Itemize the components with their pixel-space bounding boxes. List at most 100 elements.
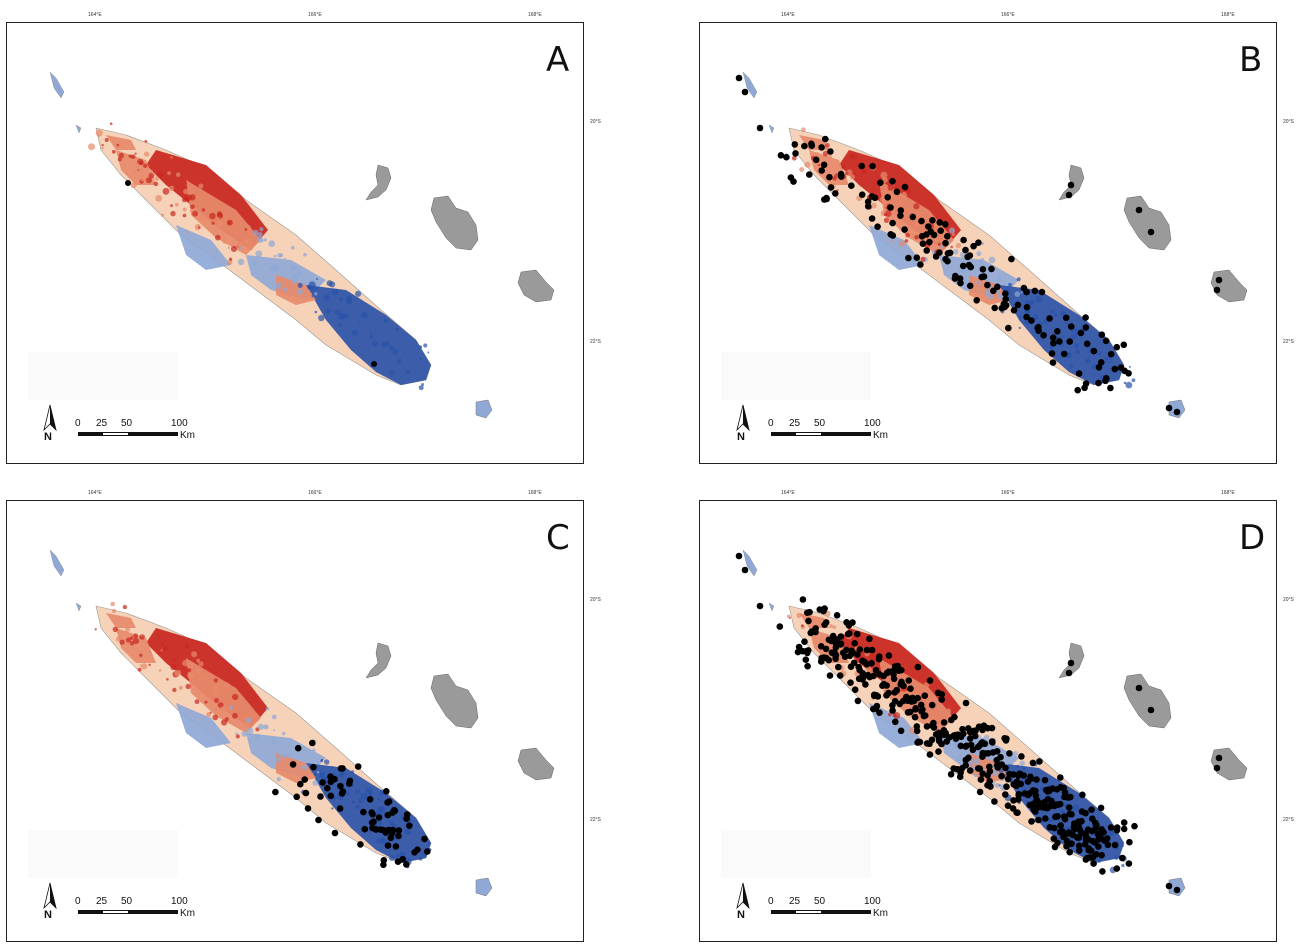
speckle [235, 231, 239, 234]
speckle [1033, 314, 1039, 321]
occurrence-point [1057, 822, 1064, 829]
speckle [355, 290, 362, 297]
speckle [118, 152, 125, 159]
north-label: N [44, 909, 52, 921]
occurrence-point [289, 761, 297, 768]
speckle [357, 798, 363, 804]
speckle [370, 331, 373, 335]
speckle [389, 370, 395, 376]
occurrence-point [935, 748, 942, 755]
occurrence-point [871, 194, 879, 202]
speckle [128, 154, 132, 158]
speckle [377, 820, 382, 826]
occurrence-point [389, 829, 396, 837]
occurrence-point [986, 763, 993, 771]
latitude-tick-label: 22°S [590, 817, 601, 823]
speckle [882, 203, 888, 208]
occurrence-point [900, 682, 907, 690]
speckle [153, 181, 159, 187]
speckle [339, 297, 343, 302]
occurrence-point [1062, 314, 1070, 322]
occurrence-point [1033, 776, 1040, 783]
occurrence-point [975, 239, 982, 246]
speckle [192, 210, 199, 217]
speckle [988, 256, 996, 264]
latitude-tick-label: 22°S [1283, 817, 1294, 823]
occurrence-point [934, 689, 942, 697]
occurrence-point [384, 799, 391, 806]
occurrence-point [966, 282, 974, 290]
occurrence-point [1031, 287, 1039, 295]
occurrence-point [1014, 796, 1022, 803]
speckle [187, 668, 192, 673]
speckle [378, 805, 386, 813]
occurrence-point [1067, 659, 1075, 667]
speckle [1097, 858, 1102, 863]
speckle [273, 254, 277, 258]
speckle [1019, 760, 1026, 767]
occurrence-point [1079, 791, 1086, 799]
speckle [1096, 351, 1102, 356]
map-panel-d: 164°E 166°E 168°E 20°S 22°S 0 25 50 100 Km N D [699, 478, 1294, 942]
occurrence-point [980, 273, 988, 280]
speckle [880, 171, 888, 179]
islet [49, 71, 65, 99]
speckle [1043, 319, 1048, 325]
occurrence-point [930, 231, 938, 239]
occurrence-point [1147, 228, 1155, 236]
speckle [1104, 356, 1109, 361]
occurrence-point [1065, 191, 1073, 199]
speckle [174, 669, 182, 677]
latitude-tick-label: 22°S [590, 339, 601, 345]
inset-box [721, 830, 871, 878]
speckle [182, 207, 187, 212]
speckle [346, 295, 353, 302]
occurrence-point [855, 663, 862, 671]
islet [49, 549, 65, 577]
speckle [1054, 313, 1058, 317]
occurrence-point [829, 632, 837, 640]
occurrence-point [1029, 759, 1037, 767]
speckle [206, 712, 211, 718]
map-canvas [43, 549, 555, 914]
islet [742, 549, 758, 577]
scale-bar-segment [796, 911, 821, 913]
speckle [883, 217, 890, 223]
scale-bar-unit: Km [873, 430, 888, 441]
scale-bar-label: 50 [814, 418, 826, 429]
occurrence-point [868, 215, 876, 222]
speckle [361, 312, 368, 319]
occurrence-point [827, 184, 835, 191]
occurrence-point [984, 772, 991, 779]
occurrence-point [403, 861, 410, 868]
scale-bar-label: 0 [768, 418, 774, 429]
speckle [980, 257, 984, 261]
occurrence-point [901, 226, 908, 233]
occurrence-point [392, 843, 400, 850]
scale-bar-label: 50 [121, 418, 133, 429]
occurrence-point [959, 262, 967, 270]
occurrence-point [1061, 813, 1068, 820]
occurrence-point [826, 173, 833, 181]
occurrence-point [1117, 364, 1125, 371]
speckle [396, 854, 400, 858]
occurrence-point [803, 647, 811, 655]
speckle [342, 313, 348, 319]
occurrence-point [787, 174, 795, 181]
speckle [345, 791, 350, 796]
occurrence-point [1063, 837, 1071, 845]
speckle [198, 661, 204, 667]
speckle [273, 729, 276, 732]
speckle [170, 664, 177, 671]
occurrence-point [331, 775, 338, 783]
scale-bar-label: 0 [75, 896, 81, 907]
occurrence-point [935, 737, 943, 745]
speckle [1028, 311, 1031, 314]
speckle [213, 706, 218, 711]
speckle [931, 716, 935, 720]
occurrence-point [926, 677, 934, 684]
speckle [211, 684, 218, 691]
speckle [232, 693, 239, 701]
speckle [208, 702, 214, 707]
speckle [191, 651, 198, 658]
